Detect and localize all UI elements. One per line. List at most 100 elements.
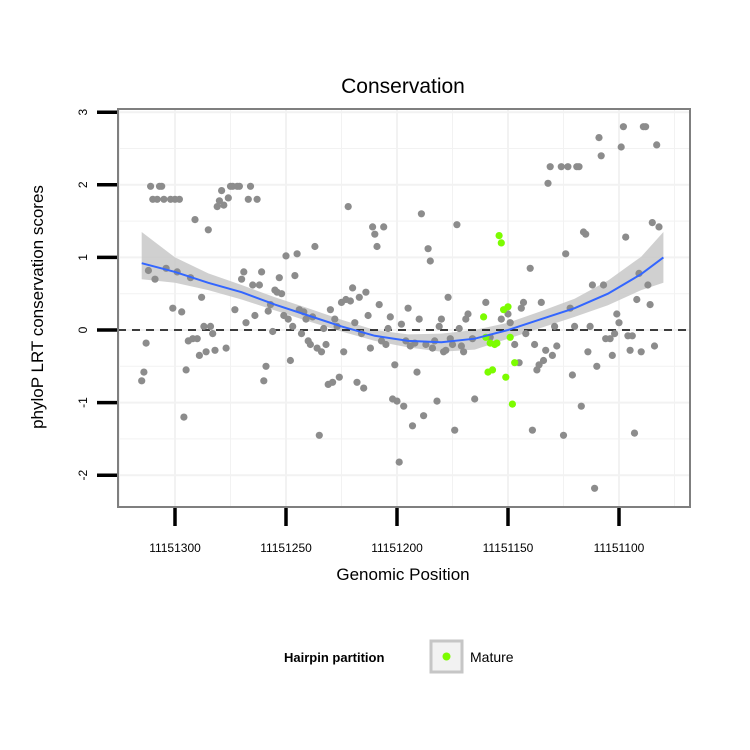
data-point <box>160 195 168 203</box>
data-point <box>282 252 290 260</box>
data-point <box>291 272 299 280</box>
data-point <box>260 377 268 385</box>
data-point <box>220 201 228 209</box>
data-point <box>395 458 403 466</box>
data-point <box>331 315 339 323</box>
data-point <box>564 163 572 171</box>
data-point <box>646 301 654 309</box>
x-tick-label: 11151300 <box>149 541 201 555</box>
data-point <box>222 344 230 352</box>
data-point <box>497 315 505 323</box>
data-point <box>448 340 457 349</box>
data-point <box>351 319 359 327</box>
data-point <box>562 250 570 258</box>
data-point <box>355 293 363 301</box>
data-point <box>255 281 263 289</box>
data-point <box>249 281 257 289</box>
data-point <box>504 310 512 318</box>
smooth-trend-line <box>141 256 665 344</box>
x-tick-label: 11151200 <box>371 541 423 555</box>
data-point <box>204 226 212 234</box>
data-point <box>582 230 590 238</box>
y-tick-label: -2 <box>76 470 90 481</box>
data-point <box>169 304 177 312</box>
data-point <box>224 194 232 202</box>
x-axis-title: Genomic Position <box>336 565 469 584</box>
data-point <box>366 344 374 352</box>
data-point <box>198 293 206 301</box>
data-point <box>211 346 219 354</box>
data-point <box>568 371 577 379</box>
data-point <box>597 152 605 160</box>
data-point <box>286 356 294 365</box>
data-point <box>528 426 537 434</box>
data-point <box>506 319 514 327</box>
data-point <box>138 377 146 385</box>
legend-title: Hairpin partition <box>284 650 384 665</box>
data-point <box>193 335 201 343</box>
x-tick-label: 11151250 <box>260 541 312 555</box>
plot-area <box>117 108 691 508</box>
data-point <box>551 322 559 330</box>
data-point <box>346 297 354 305</box>
data-point <box>200 322 208 330</box>
data-point <box>373 242 381 251</box>
data-point <box>371 230 379 238</box>
data-point <box>284 315 292 323</box>
data-point <box>415 315 423 323</box>
data-point <box>209 330 217 338</box>
data-point <box>413 368 421 376</box>
data-point-mature <box>511 359 519 367</box>
data-point <box>420 412 428 420</box>
data-point <box>575 163 583 171</box>
data-point <box>335 373 343 381</box>
data-point <box>433 397 441 405</box>
y-tick-label: 1 <box>76 254 90 261</box>
data-point <box>619 123 628 131</box>
data-point <box>519 298 528 306</box>
data-point <box>577 402 585 410</box>
data-point <box>251 311 259 320</box>
data-point <box>238 275 246 283</box>
data-point <box>326 306 334 314</box>
data-point <box>158 182 166 190</box>
data-point <box>393 397 401 405</box>
data-point <box>633 295 641 304</box>
data-point <box>428 344 437 352</box>
data-point <box>246 182 255 190</box>
data-point <box>344 203 352 211</box>
data-point <box>315 431 323 439</box>
data-point <box>329 378 337 386</box>
data-point <box>653 141 661 149</box>
data-point <box>213 203 221 211</box>
data-point <box>546 163 554 171</box>
data-point <box>264 307 272 315</box>
data-point <box>340 348 348 356</box>
data-point <box>151 275 159 283</box>
data-point <box>586 322 594 330</box>
data-point <box>404 304 412 312</box>
data-point <box>386 313 394 321</box>
data-point <box>147 182 155 190</box>
data-point <box>426 257 434 265</box>
data-point-mature <box>493 339 501 347</box>
data-point <box>180 413 188 421</box>
data-point <box>302 315 310 323</box>
data-point-mature <box>495 232 503 240</box>
data-point <box>311 242 319 251</box>
data-point <box>595 134 603 142</box>
data-point <box>235 182 243 190</box>
data-point <box>615 319 623 327</box>
data-point-mature <box>480 313 488 321</box>
data-point <box>417 210 425 218</box>
data-point <box>542 346 550 354</box>
data-point <box>353 378 361 386</box>
data-point <box>455 324 463 333</box>
data-point <box>622 233 630 241</box>
y-axis-title: phyloP LRT conservation scores <box>28 185 47 429</box>
data-point-mature <box>508 400 516 408</box>
y-tick-label: -1 <box>76 397 90 408</box>
data-point <box>655 223 663 231</box>
data-point <box>584 348 592 356</box>
